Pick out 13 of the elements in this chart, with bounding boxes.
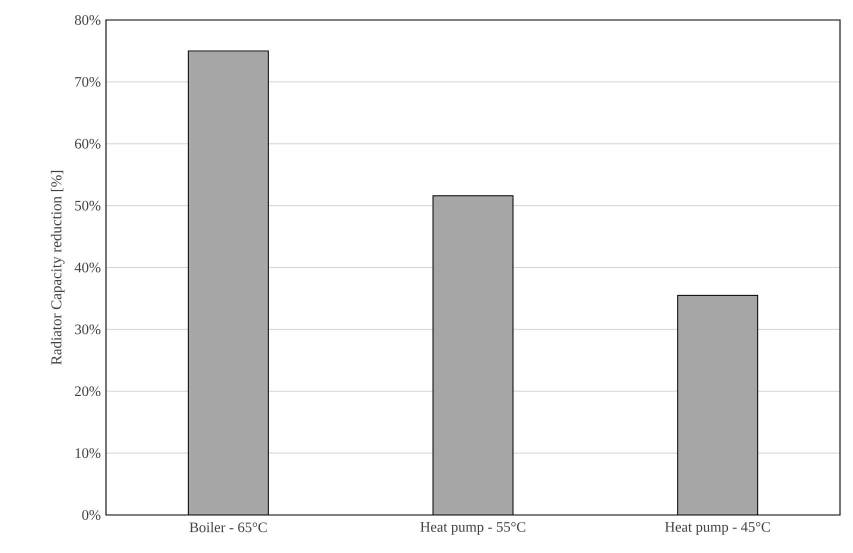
- x-tick-label: Heat pump - 45°C: [665, 522, 770, 535]
- y-tick-label: 20%: [75, 386, 100, 396]
- y-tick-label: 50%: [75, 200, 100, 211]
- y-tick-label: 60%: [75, 138, 100, 149]
- y-tick-label: 10%: [76, 448, 100, 458]
- y-tick-label: 40%: [74, 262, 100, 272]
- x-tick-label: Boiler - 65°C: [190, 522, 267, 532]
- y-axis-title: Radiator Capacity reduction [%]: [50, 170, 65, 365]
- y-tick-label: 70%: [75, 76, 100, 87]
- y-tick-label: 80%: [74, 15, 100, 25]
- x-tick-label: Heat pump - 55°C: [420, 522, 526, 535]
- y-tick-label: 0%: [82, 510, 100, 520]
- y-tick-label: 30%: [75, 324, 100, 334]
